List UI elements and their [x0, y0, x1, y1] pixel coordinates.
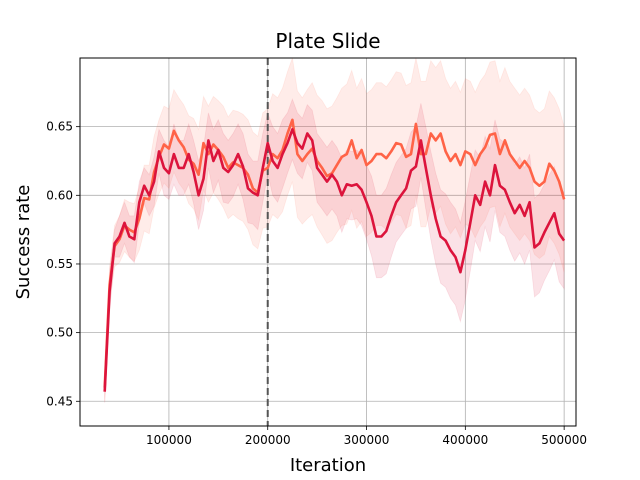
x-tick-label: 300000 — [344, 433, 390, 447]
y-axis-ticks: 0.45 0.50 0.55 0.60 0.65 — [46, 120, 80, 408]
confidence-bands — [104, 57, 565, 403]
y-tick-label: 0.60 — [46, 188, 73, 202]
y-tick-label: 0.55 — [46, 257, 73, 271]
y-axis-title: Success rate — [13, 185, 34, 300]
y-tick-label: 0.65 — [46, 120, 73, 134]
series-lines — [103, 118, 566, 392]
series-2-line — [103, 118, 566, 388]
y-tick-label: 0.45 — [46, 394, 73, 408]
x-tick-label: 500000 — [541, 433, 587, 447]
series-2-band — [104, 57, 565, 402]
plot-frame — [79, 57, 577, 427]
series-1-line — [103, 128, 566, 392]
series-1-band — [104, 98, 565, 403]
x-axis-ticks: 100000 200000 300000 400000 500000 — [146, 426, 587, 447]
chart-title: Plate Slide — [275, 29, 380, 53]
x-tick-label: 200000 — [245, 433, 291, 447]
x-tick-label: 400000 — [442, 433, 488, 447]
y-tick-label: 0.50 — [46, 326, 73, 340]
x-axis-title: Iteration — [290, 455, 366, 476]
x-tick-label: 100000 — [146, 433, 192, 447]
